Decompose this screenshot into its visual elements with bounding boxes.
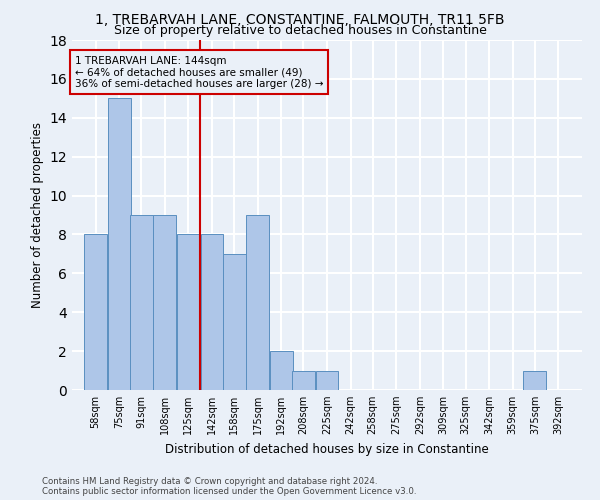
- Text: Size of property relative to detached houses in Constantine: Size of property relative to detached ho…: [113, 24, 487, 37]
- Bar: [130, 215, 153, 390]
- Bar: [316, 370, 338, 390]
- Bar: [177, 234, 200, 390]
- Bar: [84, 234, 107, 390]
- Y-axis label: Number of detached properties: Number of detached properties: [31, 122, 44, 308]
- Text: Contains HM Land Registry data © Crown copyright and database right 2024.
Contai: Contains HM Land Registry data © Crown c…: [42, 476, 416, 496]
- Text: 1, TREBARVAH LANE, CONSTANTINE, FALMOUTH, TR11 5FB: 1, TREBARVAH LANE, CONSTANTINE, FALMOUTH…: [95, 12, 505, 26]
- Bar: [523, 370, 547, 390]
- Bar: [246, 215, 269, 390]
- X-axis label: Distribution of detached houses by size in Constantine: Distribution of detached houses by size …: [165, 442, 489, 456]
- Text: 1 TREBARVAH LANE: 144sqm
← 64% of detached houses are smaller (49)
36% of semi-d: 1 TREBARVAH LANE: 144sqm ← 64% of detach…: [75, 56, 323, 89]
- Bar: [292, 370, 315, 390]
- Bar: [154, 215, 176, 390]
- Bar: [223, 254, 245, 390]
- Bar: [270, 351, 293, 390]
- Bar: [200, 234, 223, 390]
- Bar: [107, 98, 131, 390]
